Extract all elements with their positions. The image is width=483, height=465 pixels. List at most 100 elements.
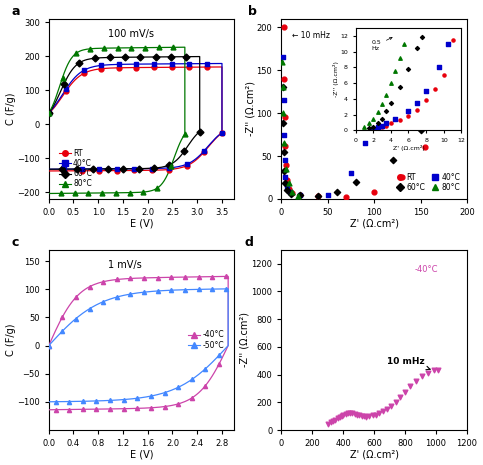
Point: [425, 370, 432, 377]
Point: [327, 418, 335, 426]
Point: [280, 97, 287, 104]
Text: c: c: [12, 236, 19, 249]
Text: b: b: [248, 5, 257, 18]
Point: [279, 120, 287, 127]
Point: [280, 75, 288, 83]
X-axis label: E (V): E (V): [130, 450, 153, 459]
Point: [336, 413, 344, 420]
Point: [398, 174, 406, 181]
Point: [363, 413, 370, 420]
Point: [340, 411, 347, 418]
Point: [341, 411, 349, 418]
Point: [279, 53, 287, 61]
Point: [279, 109, 287, 117]
Point: [289, 189, 297, 197]
Point: [375, 410, 383, 417]
X-axis label: E (V): E (V): [130, 219, 153, 228]
Point: [278, 58, 286, 66]
Point: [418, 372, 426, 380]
Y-axis label: -Z'' (Ω.cm²): -Z'' (Ω.cm²): [245, 81, 255, 136]
Point: [333, 188, 341, 196]
Point: [346, 409, 354, 417]
Point: [358, 412, 366, 420]
Point: [349, 410, 356, 417]
Point: [282, 161, 290, 168]
Point: [352, 178, 359, 186]
Legend: RT, 60°C, 40°C, 80°C: RT, 60°C, 40°C, 80°C: [393, 169, 463, 195]
Point: [279, 84, 286, 91]
Point: [282, 165, 290, 173]
Point: [379, 408, 386, 415]
Point: [370, 188, 378, 196]
Point: [314, 193, 322, 200]
Point: [366, 412, 373, 420]
Text: -40°C: -40°C: [415, 265, 439, 273]
Point: [283, 176, 291, 184]
Point: [412, 377, 420, 385]
Point: [397, 393, 404, 400]
Point: [383, 405, 390, 412]
Point: [281, 142, 289, 149]
Point: [401, 388, 409, 396]
Point: [407, 383, 414, 390]
Point: [360, 413, 368, 420]
Point: [332, 416, 340, 423]
Point: [282, 174, 289, 181]
Point: [280, 148, 287, 155]
Point: [280, 140, 288, 147]
Point: [283, 186, 291, 194]
Point: [280, 168, 288, 175]
Y-axis label: C (F/g): C (F/g): [6, 324, 15, 356]
Point: [296, 192, 304, 199]
Point: [434, 366, 441, 373]
Point: [355, 412, 363, 419]
Point: [324, 192, 332, 199]
Point: [289, 188, 297, 196]
Point: [285, 180, 293, 187]
Point: [344, 410, 352, 417]
Point: [426, 88, 434, 95]
Legend: RT, 40°C, 60°C, 80°C: RT, 40°C, 60°C, 80°C: [56, 146, 95, 192]
X-axis label: Z' (Ω.cm²): Z' (Ω.cm²): [350, 450, 398, 459]
Point: [279, 84, 286, 91]
Point: [347, 169, 355, 177]
Point: [351, 411, 359, 418]
Text: a: a: [12, 5, 20, 18]
Point: [286, 188, 294, 196]
Point: [294, 193, 302, 200]
Point: [353, 411, 361, 418]
Point: [296, 191, 304, 199]
Point: [281, 180, 289, 187]
Point: [325, 420, 332, 427]
Point: [287, 190, 295, 198]
Legend: -40°C, -50°C: -40°C, -50°C: [185, 327, 227, 353]
Point: [285, 185, 293, 193]
Point: [334, 414, 341, 422]
Point: [342, 193, 350, 201]
Y-axis label: -Z'' (Ω.cm²): -Z'' (Ω.cm²): [240, 312, 250, 367]
Text: 1 mV/s: 1 mV/s: [108, 260, 142, 270]
Point: [314, 193, 322, 200]
Point: [281, 114, 288, 121]
Point: [280, 131, 288, 138]
Point: [430, 367, 438, 374]
Point: [372, 411, 380, 418]
Point: [296, 192, 304, 199]
Text: ← 10 mHz: ← 10 mHz: [293, 31, 330, 40]
Point: [392, 398, 399, 405]
Point: [283, 182, 291, 190]
Text: 100 mV/s: 100 mV/s: [108, 29, 154, 39]
Point: [280, 24, 287, 31]
X-axis label: Z' (Ω.cm²): Z' (Ω.cm²): [350, 219, 398, 228]
Point: [361, 140, 369, 147]
Point: [369, 412, 376, 419]
Point: [417, 126, 425, 134]
Point: [387, 402, 395, 410]
Point: [389, 157, 397, 164]
Text: 10 mHz: 10 mHz: [386, 357, 430, 370]
Text: d: d: [244, 236, 253, 249]
Point: [329, 417, 337, 425]
Point: [421, 144, 429, 151]
Point: [281, 157, 288, 164]
Y-axis label: C (F/g): C (F/g): [6, 93, 15, 125]
